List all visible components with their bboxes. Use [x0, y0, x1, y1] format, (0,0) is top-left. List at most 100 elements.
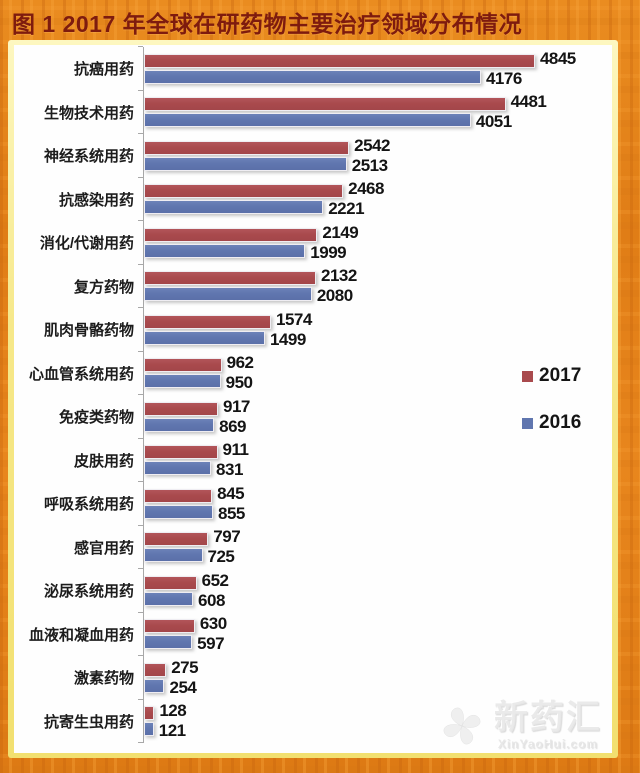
category-label: 呼吸系统用药 — [43, 496, 134, 514]
chart-row: 消化/代谢用药 2149 1999 — [14, 220, 612, 265]
figure-title-bar: 图 1 2017 年全球在研药物主要治疗领域分布情况 — [12, 7, 628, 37]
legend-swatch-2016 — [522, 417, 533, 429]
value-label-2016: 254 — [169, 677, 197, 697]
bar-line-2016: 254 — [144, 677, 612, 697]
value-label-2017: 2149 — [322, 222, 359, 242]
bar-2017 — [144, 227, 318, 242]
category-label: 复方药物 — [73, 278, 134, 296]
value-label-2017: 4845 — [539, 48, 576, 68]
bars-area: 797 725 — [138, 524, 612, 569]
value-label-2016: 2221 — [328, 199, 365, 219]
bar-2017 — [144, 97, 506, 112]
chart-row: 呼吸系统用药 845 855 — [14, 481, 612, 526]
bar-2016 — [144, 330, 265, 345]
value-label-2016: 831 — [216, 460, 243, 480]
category-label: 皮肤用药 — [73, 452, 134, 470]
category-label: 免疫类药物 — [58, 409, 134, 427]
chart-row: 心血管系统用药 962 950 — [14, 350, 612, 395]
category-label: 泌尿系统用药 — [43, 583, 134, 601]
value-label-2017: 652 — [201, 570, 229, 590]
chart-row: 血液和凝血用药 630 597 — [14, 611, 612, 656]
bars-area: 911 831 — [138, 437, 612, 482]
bar-2016 — [144, 591, 194, 606]
bars-area: 2542 2513 — [138, 133, 612, 178]
bars-area: 2149 1999 — [138, 220, 612, 265]
value-label-2016: 855 — [217, 503, 245, 523]
value-label-2017: 1574 — [276, 309, 312, 329]
category-label: 消化/代谢用药 — [39, 235, 134, 253]
bar-line-2016: 608 — [144, 591, 612, 609]
bar-line-2017: 128 — [144, 701, 612, 721]
bar-line-2016: 597 — [144, 635, 612, 652]
bar-line-2017: 797 — [144, 528, 612, 547]
bar-2017 — [144, 488, 213, 503]
bar-2016 — [144, 69, 481, 84]
bar-line-2017: 2468 — [144, 179, 612, 199]
bar-2016 — [144, 722, 154, 737]
value-label-2016: 4051 — [475, 112, 512, 132]
bar-2017 — [144, 314, 271, 329]
value-label-2016: 869 — [219, 416, 246, 436]
chart-row: 感官用药 797 725 — [14, 524, 612, 569]
category-label: 肌肉骨骼药物 — [43, 322, 134, 340]
legend-label: 2016 — [539, 412, 582, 433]
bar-2016 — [144, 113, 471, 128]
bar-line-2017: 2149 — [144, 222, 612, 242]
bar-line-2017: 1574 — [144, 309, 612, 329]
bar-line-2017: 962 — [144, 353, 612, 373]
bar-2017 — [144, 532, 209, 547]
chart-row: 免疫类药物 917 869 — [14, 394, 612, 439]
bar-2017 — [144, 271, 317, 286]
value-label-2017: 2468 — [348, 179, 384, 199]
bar-line-2016: 2513 — [144, 155, 612, 175]
bars-area: 1574 1499 — [138, 307, 612, 352]
category-label: 激素药物 — [73, 670, 134, 688]
bar-line-2017: 917 — [144, 396, 612, 416]
value-label-2017: 4481 — [510, 92, 547, 112]
category-label: 抗癌用药 — [73, 61, 134, 79]
bar-line-2017: 4481 — [144, 92, 612, 112]
legend-swatch-2017 — [522, 370, 533, 382]
bar-2016 — [144, 200, 324, 215]
value-label-2017: 917 — [222, 396, 250, 416]
value-label-2017: 128 — [159, 701, 187, 721]
bar-2017 — [144, 575, 197, 590]
bar-line-2016: 4051 — [144, 112, 612, 132]
value-label-2016: 950 — [225, 373, 253, 393]
value-label-2016: 1499 — [269, 329, 306, 349]
category-label: 神经系统用药 — [43, 148, 134, 166]
bar-line-2017: 4845 — [144, 48, 612, 68]
value-label-2016: 2513 — [351, 155, 388, 175]
bars-area: 962 950 — [138, 350, 612, 395]
category-label: 生物技术用药 — [43, 104, 134, 122]
bars-area: 630 597 — [138, 611, 612, 656]
category-label: 血液和凝血用药 — [28, 626, 134, 644]
legend-item-2016: 2016 — [522, 412, 581, 434]
value-label-2016: 4176 — [485, 68, 522, 88]
category-label: 抗寄生虫用药 — [43, 713, 134, 731]
bar-line-2017: 911 — [144, 441, 612, 460]
bar-2016 — [144, 548, 203, 563]
value-label-2017: 962 — [226, 353, 254, 373]
bar-2017 — [144, 401, 218, 416]
chart-row: 抗癌用药 4845 4176 — [14, 46, 612, 91]
bars-area: 652 608 — [138, 568, 612, 613]
bars-area: 845 855 — [138, 481, 612, 526]
bar-2016 — [144, 156, 347, 171]
bars-area: 4845 4176 — [138, 46, 612, 91]
category-label: 抗感染用药 — [58, 191, 134, 209]
bar-line-2016: 4176 — [144, 68, 612, 88]
bar-line-2016: 1999 — [144, 243, 612, 261]
bar-2017 — [144, 706, 155, 721]
bar-line-2017: 630 — [144, 615, 612, 634]
bar-line-2017: 652 — [144, 570, 612, 590]
chart-row: 肌肉骨骼药物 1574 1499 — [14, 307, 612, 352]
figure-title: 图 1 2017 年全球在研药物主要治疗领域分布情况 — [12, 11, 523, 37]
chart-row: 激素药物 275 254 — [14, 655, 612, 700]
bar-2017 — [144, 619, 195, 634]
bar-line-2017: 2132 — [144, 267, 612, 286]
bar-line-2016: 831 — [144, 460, 612, 480]
bar-2017 — [144, 53, 535, 68]
bar-2017 — [144, 662, 167, 677]
chart-panel: 抗癌用药 4845 4176 生物技术用药 4481 4051 神经系统用药 2542 2513… — [14, 45, 612, 753]
